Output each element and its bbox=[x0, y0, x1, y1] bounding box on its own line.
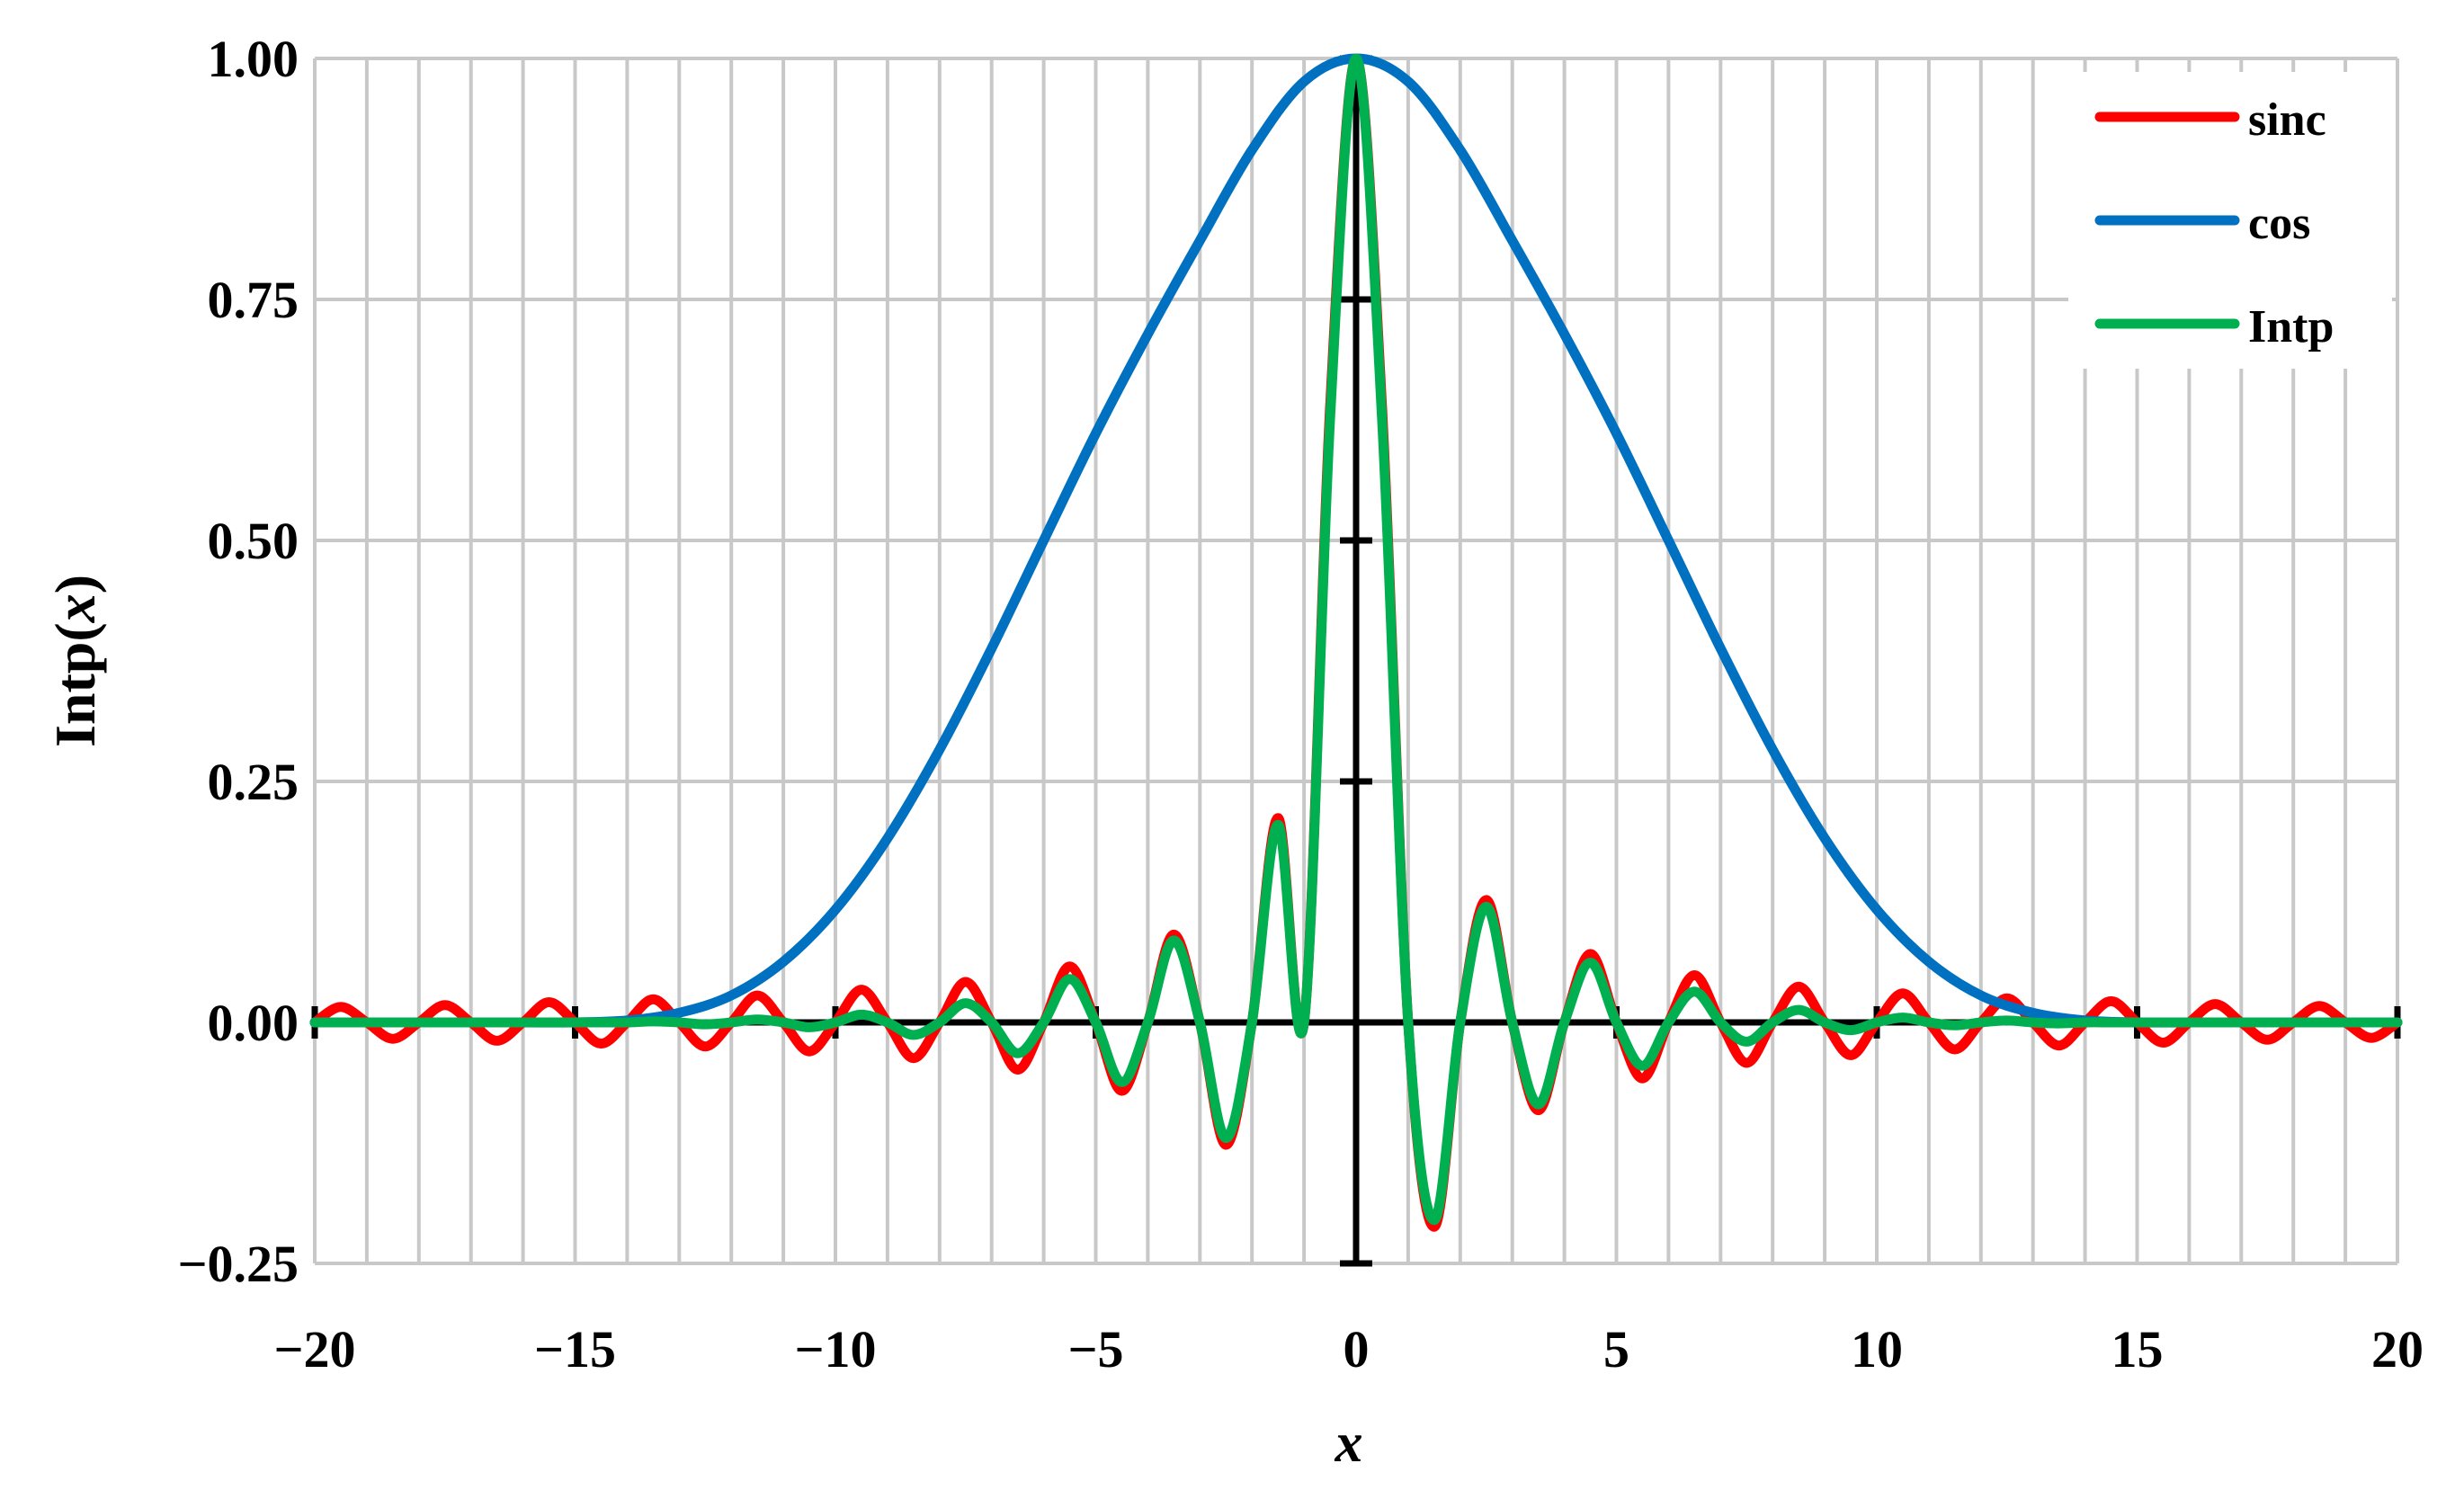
y-tick-label: 0.75 bbox=[208, 271, 299, 329]
legend: sinc cos Intp bbox=[2068, 72, 2392, 369]
x-tick-label: 15 bbox=[2111, 1320, 2164, 1378]
x-tick-label: 20 bbox=[2371, 1320, 2424, 1378]
legend-label-sinc: sinc bbox=[2248, 94, 2326, 146]
legend-label-intp: Intp bbox=[2248, 301, 2334, 352]
y-tick-label: 0.00 bbox=[208, 994, 299, 1052]
y-tick-label: 0.50 bbox=[208, 512, 299, 570]
y-axis-label: Intp(x) bbox=[43, 575, 107, 747]
x-tick-label: 5 bbox=[1603, 1320, 1629, 1378]
series-line-intp bbox=[309, 53, 2403, 1226]
y-tick-label: −0.25 bbox=[177, 1235, 299, 1293]
x-axis-label: x bbox=[1335, 1413, 1363, 1474]
legend-label-cos: cos bbox=[2248, 198, 2310, 249]
x-tick-label: −20 bbox=[273, 1320, 355, 1378]
x-tick-label: 10 bbox=[1851, 1320, 1903, 1378]
series-layer bbox=[309, 53, 2403, 1232]
x-tick-label: −5 bbox=[1067, 1320, 1123, 1378]
x-tick-label: −15 bbox=[534, 1320, 616, 1378]
x-tick-label: −10 bbox=[794, 1320, 876, 1378]
x-tick-labels: −20 −15 −10 −5 0 5 10 15 20 bbox=[273, 1320, 2424, 1378]
y-tick-label: 0.25 bbox=[208, 753, 299, 811]
y-tick-label: 1.00 bbox=[208, 30, 299, 88]
x-tick-label: 0 bbox=[1344, 1320, 1370, 1378]
y-tick-labels: −0.25 0.00 0.25 0.50 0.75 1.00 bbox=[177, 30, 299, 1293]
